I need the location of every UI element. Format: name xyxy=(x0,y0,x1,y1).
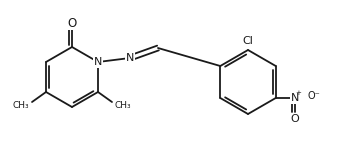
Text: O: O xyxy=(67,16,77,30)
Text: CH₃: CH₃ xyxy=(115,101,132,109)
Text: Cl: Cl xyxy=(243,36,253,46)
Text: N: N xyxy=(291,93,299,103)
Text: +: + xyxy=(296,90,302,96)
Text: N: N xyxy=(126,53,134,63)
Text: CH₃: CH₃ xyxy=(12,101,29,109)
Text: O: O xyxy=(290,114,299,124)
Text: N: N xyxy=(94,57,102,67)
Text: O⁻: O⁻ xyxy=(308,91,320,101)
